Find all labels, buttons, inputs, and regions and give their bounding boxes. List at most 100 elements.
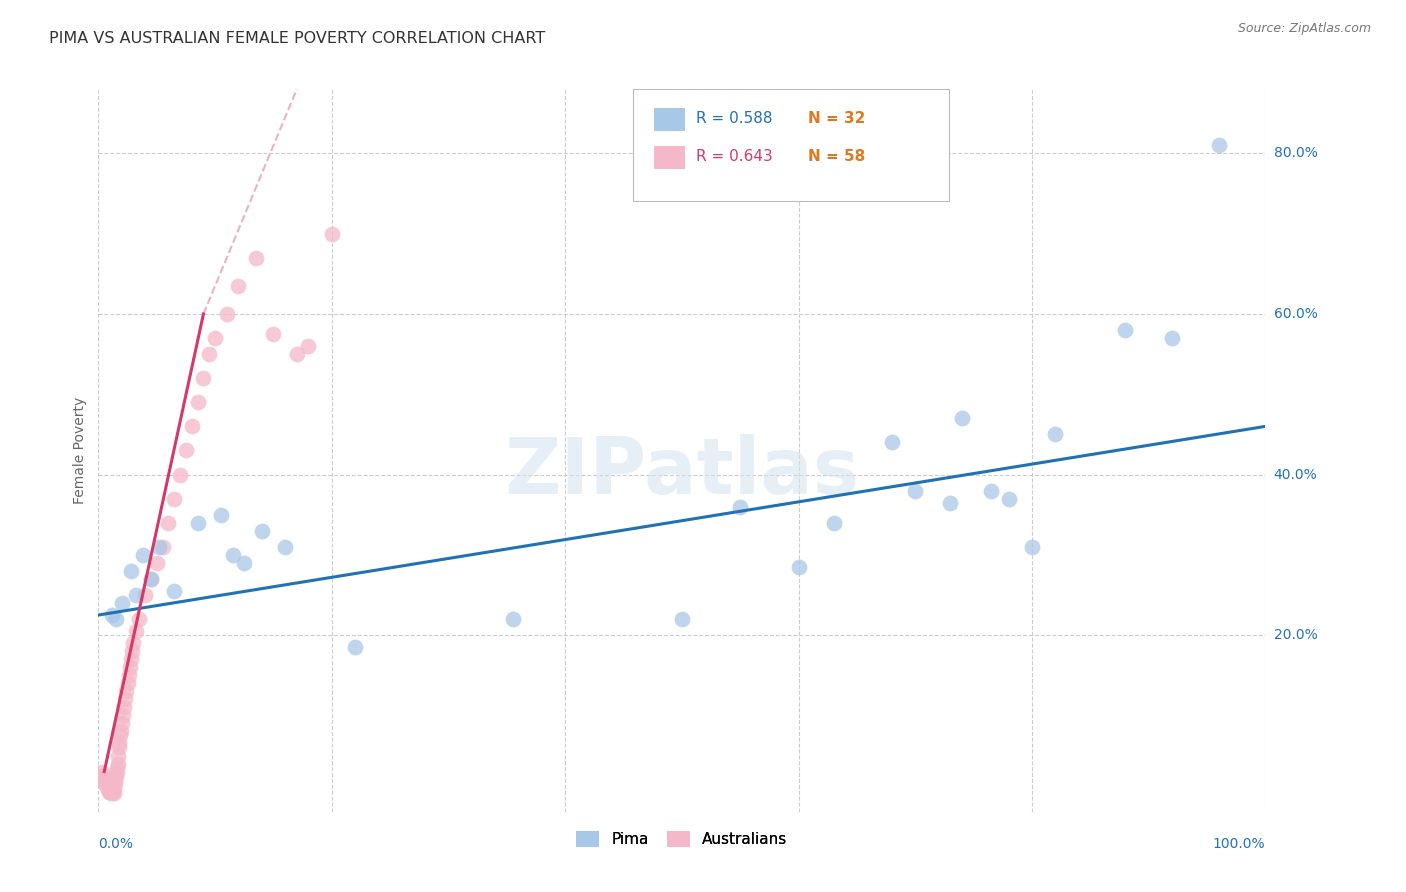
Point [671,612,693,626]
Point [115,684,138,698]
Point [285,347,308,361]
Point [215,307,238,321]
Point [111,596,134,610]
Y-axis label: Female Poverty: Female Poverty [73,397,87,504]
Point [104,772,127,787]
Text: 60.0%: 60.0% [1274,307,1317,321]
Legend: Pima, Australians: Pima, Australians [568,823,796,855]
Point [228,278,250,293]
Text: 100.0%: 100.0% [1213,837,1265,851]
Point [93,772,115,787]
Point [96,779,118,793]
Point [980,483,1002,498]
Point [950,411,973,425]
Point [118,668,141,682]
Point [111,716,134,731]
Point [823,516,845,530]
Text: R = 0.643: R = 0.643 [696,150,773,164]
Point [103,782,125,797]
Point [107,756,129,771]
Point [139,572,162,586]
Point [101,780,124,795]
Point [104,612,127,626]
Point [105,760,128,774]
Text: PIMA VS AUSTRALIAN FEMALE POVERTY CORRELATION CHART: PIMA VS AUSTRALIAN FEMALE POVERTY CORREL… [49,31,546,46]
Point [152,540,174,554]
Point [110,724,132,739]
Point [97,785,120,799]
Point [198,347,221,361]
Point [997,491,1019,506]
Point [163,583,186,598]
Point [187,516,209,530]
Point [103,786,125,800]
Point [904,483,927,498]
Point [502,612,524,626]
Text: R = 0.588: R = 0.588 [696,112,772,126]
Point [100,786,122,800]
Text: N = 58: N = 58 [808,150,866,164]
Point [101,608,124,623]
Point [101,785,124,799]
Point [297,339,319,353]
Point [1021,540,1043,554]
Point [128,612,150,626]
Point [1114,323,1136,337]
Text: ZIPatlas: ZIPatlas [505,434,859,510]
Point [1045,427,1067,442]
Point [108,737,131,751]
Point [120,564,142,578]
Point [148,540,170,554]
Point [939,495,962,509]
Point [274,540,297,554]
Point [262,326,284,341]
Point [91,769,114,783]
Point [787,560,810,574]
Point [250,524,273,538]
Point [121,644,143,658]
Point [108,728,131,742]
Point [180,419,202,434]
Text: Source: ZipAtlas.com: Source: ZipAtlas.com [1237,22,1371,36]
Point [163,491,186,506]
Point [321,227,343,241]
Point [146,556,169,570]
Point [104,776,127,791]
Point [98,785,121,799]
Point [139,572,162,586]
Point [122,636,145,650]
Point [157,516,180,530]
Point [187,395,209,409]
Point [169,467,191,482]
Point [730,500,752,514]
Point [94,776,117,791]
Point [112,700,135,714]
Text: 20.0%: 20.0% [1274,628,1317,642]
Point [132,548,155,562]
Text: 80.0%: 80.0% [1274,146,1317,161]
Point [114,692,136,706]
Point [118,660,141,674]
Point [209,508,232,522]
Point [104,769,127,783]
Point [90,764,112,779]
Point [107,748,129,763]
Point [117,676,139,690]
Point [880,435,903,450]
Text: N = 32: N = 32 [808,112,866,126]
Point [204,331,226,345]
Text: 0.0%: 0.0% [98,837,134,851]
Point [344,640,367,655]
Point [221,548,243,562]
Point [105,764,128,779]
Point [125,624,148,639]
Point [174,443,197,458]
Point [108,740,131,755]
Point [101,785,124,799]
Text: 40.0%: 40.0% [1274,467,1317,482]
Point [111,708,134,723]
Point [120,652,142,666]
Point [233,556,256,570]
Point [193,371,215,385]
Point [134,588,156,602]
